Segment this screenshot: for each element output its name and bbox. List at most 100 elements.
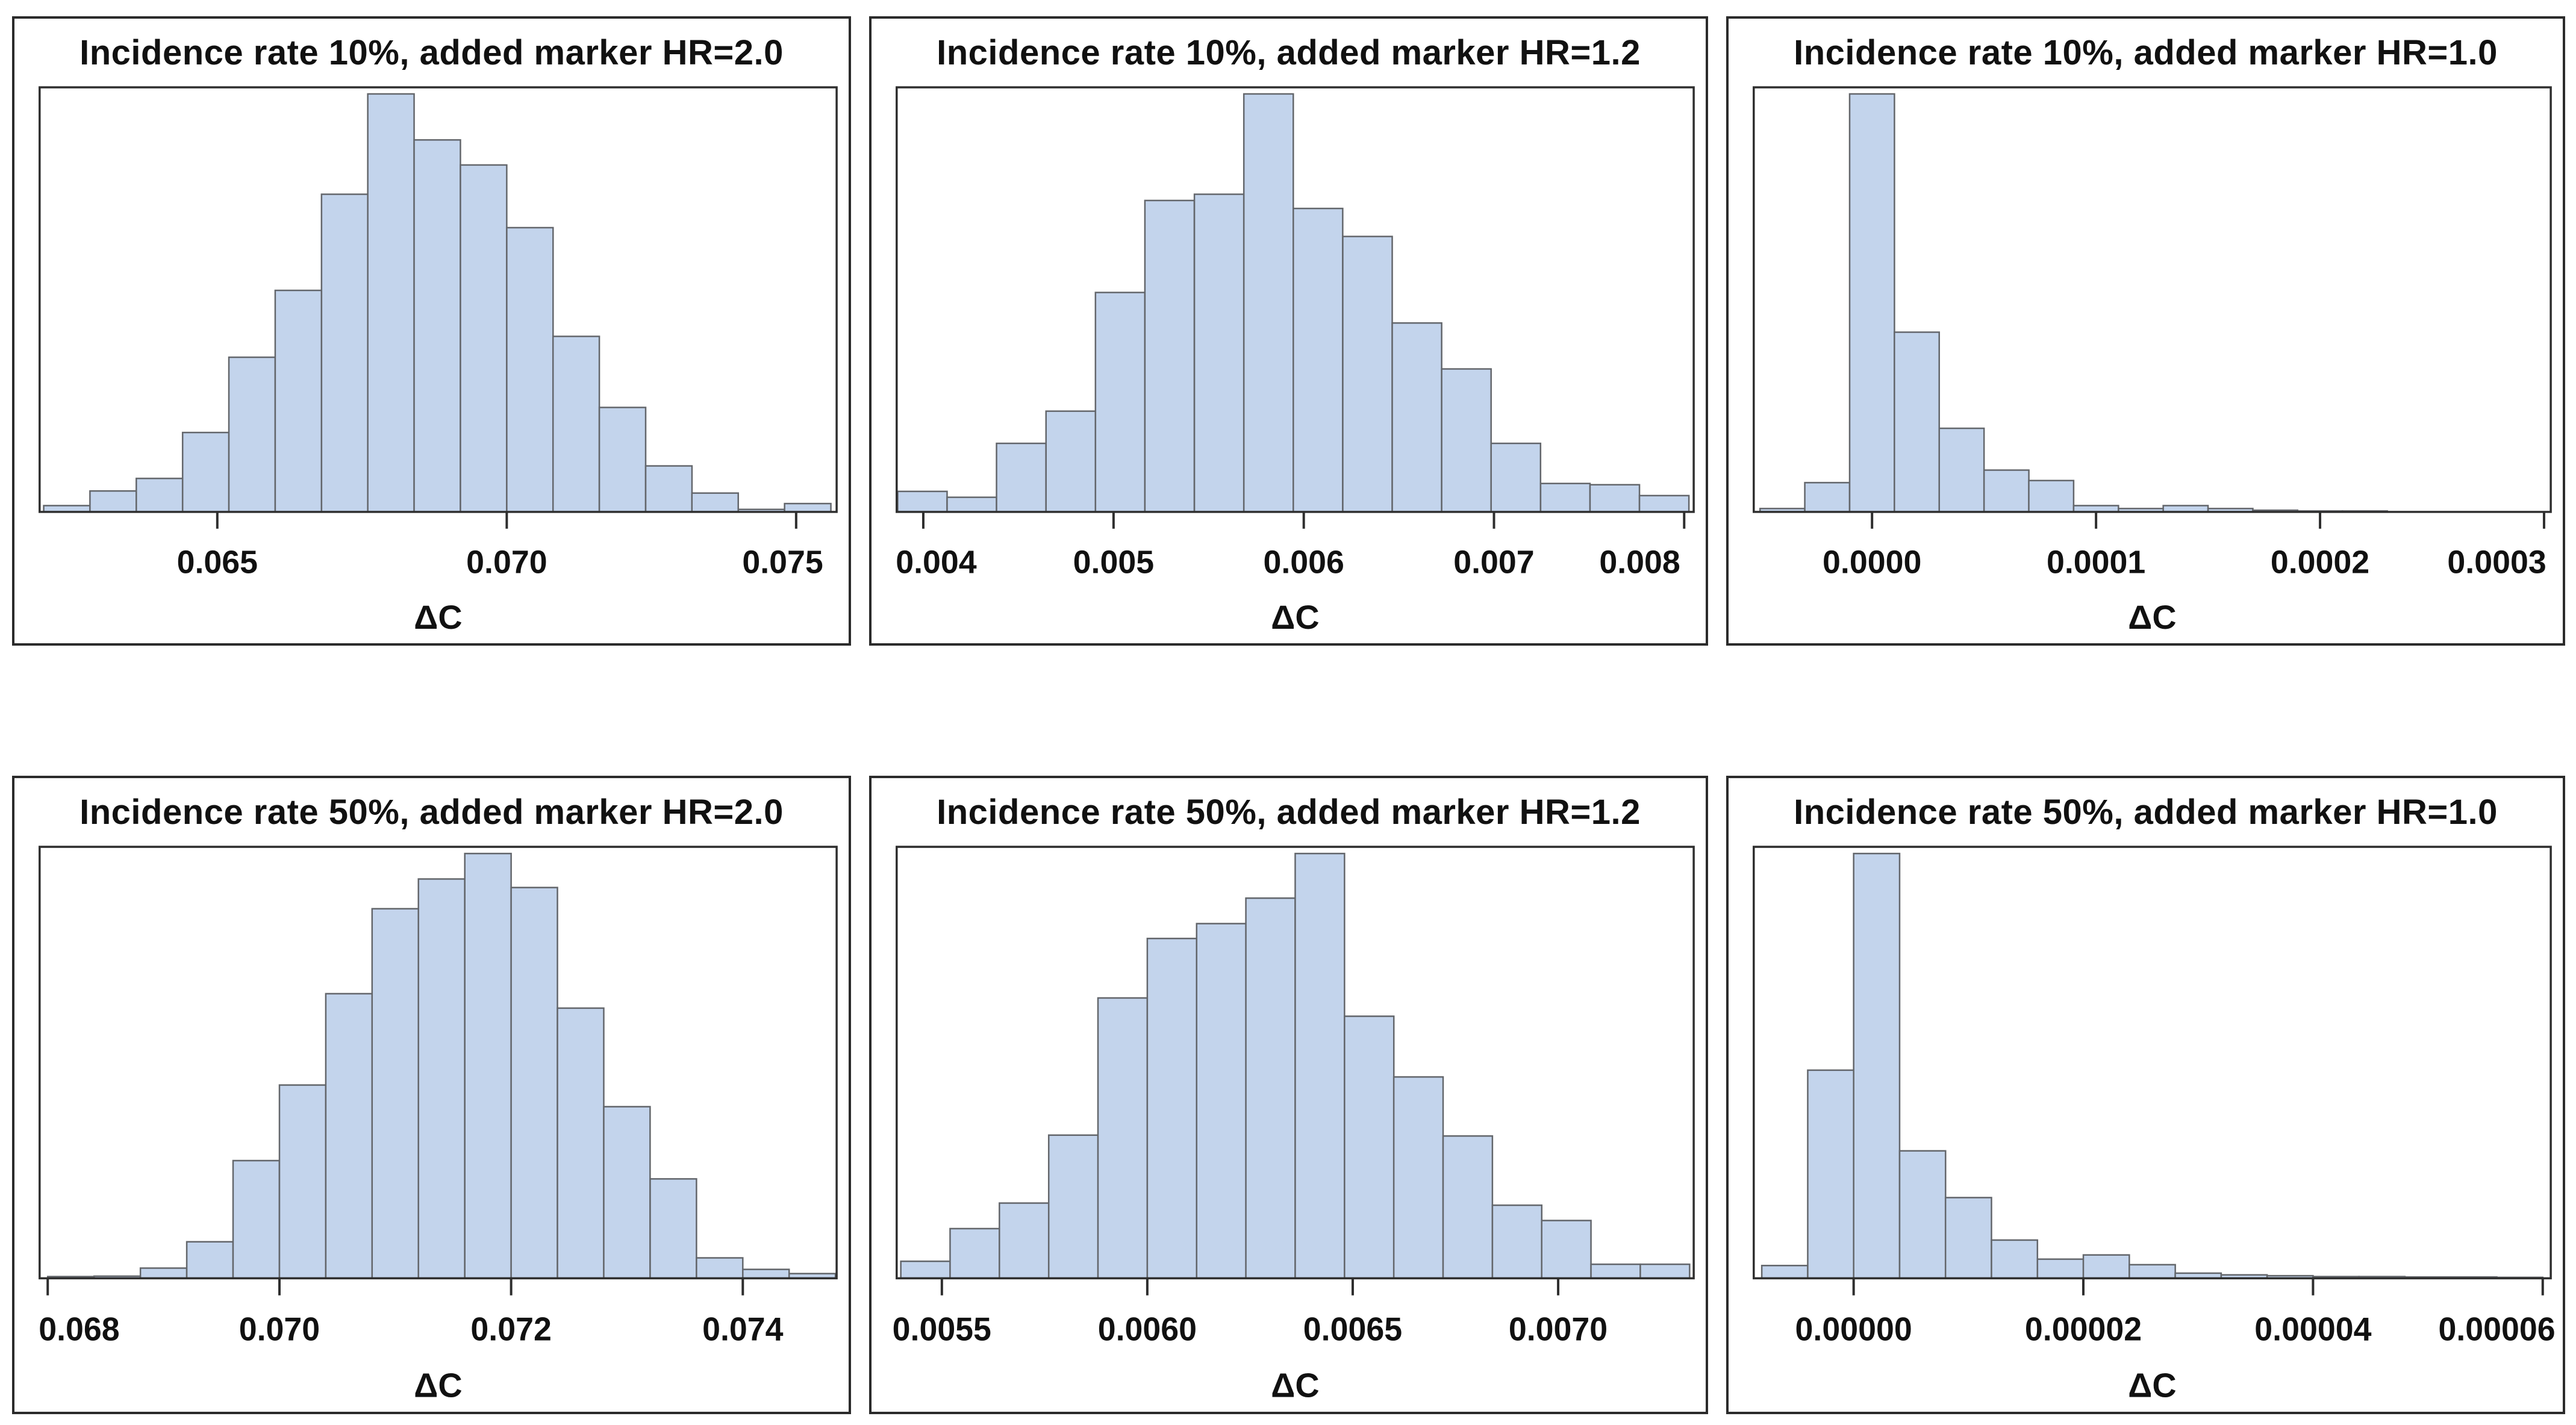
histogram-bar [1807, 1069, 1854, 1279]
histogram-bar [1848, 93, 1895, 513]
x-tick-label: 0.0060 [1098, 1311, 1197, 1348]
histogram-bar [1047, 1134, 1099, 1279]
histogram-bar [1293, 207, 1344, 513]
histogram-bar [2028, 479, 2075, 513]
histogram-bar [371, 908, 419, 1279]
panel-title: Incidence rate 50%, added marker HR=1.0 [1794, 792, 2498, 832]
histogram-bar [649, 1178, 697, 1279]
histogram-bar [999, 1202, 1050, 1279]
x-tick-label: 0.075 [742, 544, 823, 580]
histogram-bar [1094, 292, 1146, 513]
histogram-bar [506, 226, 554, 513]
histogram-bar [413, 139, 461, 513]
histogram-bar [603, 1106, 651, 1279]
histogram-bar [1590, 1263, 1641, 1279]
panel-title: Incidence rate 50%, added marker HR=2.0 [80, 792, 784, 832]
histogram-plot: 0.068 0.070 0.072 0.074 ΔC [39, 846, 838, 1405]
x-tick-label: 0.070 [466, 544, 547, 580]
x-tick-label: 0.0002 [2271, 544, 2369, 580]
plot-frame [1753, 846, 2552, 1280]
histogram-bar [1146, 937, 1198, 1279]
x-tick-label: 0.065 [177, 544, 258, 580]
histogram-bar [1490, 442, 1542, 513]
panel-title: Incidence rate 10%, added marker HR=1.2 [937, 33, 1641, 72]
histogram-bar [996, 442, 1047, 513]
x-axis-label: ΔC [414, 1366, 462, 1405]
histogram-bar [1392, 1076, 1444, 1279]
x-tick-label: 0.00006 [2438, 1311, 2555, 1348]
x-axis-label: ΔC [414, 599, 462, 636]
histogram-bar [691, 492, 739, 513]
panel-incidence50-hr12: Incidence rate 50%, added marker HR=1.2 … [869, 776, 1708, 1414]
plot-frame [39, 846, 838, 1280]
x-tick-label: 0.005 [1073, 544, 1154, 580]
histogram-bar [1245, 897, 1296, 1279]
histogram-plot: 0.0000 0.0001 0.0002 0.0003 ΔC [1753, 86, 2552, 636]
histogram-bar [2036, 1258, 2085, 1279]
x-tick-label: 0.008 [1599, 544, 1680, 580]
histogram-bar [1589, 484, 1641, 513]
histogram-bar [1097, 997, 1149, 1279]
histogram-bar [1539, 482, 1591, 513]
plot-frame [896, 846, 1695, 1280]
histogram-bar [139, 1267, 188, 1279]
histogram-bar [598, 407, 647, 513]
histogram-bar [696, 1257, 744, 1279]
histogram-bar [1983, 469, 2030, 513]
x-tick-label: 0.0003 [2447, 544, 2546, 580]
x-tick-label: 0.007 [1453, 544, 1534, 580]
histogram-bar [1804, 482, 1851, 513]
histogram-bar [1894, 331, 1940, 513]
histogram-bar [278, 1084, 327, 1279]
histogram-bar [946, 496, 997, 513]
histogram-bar [1294, 852, 1346, 1279]
histogram-bar [1491, 1204, 1543, 1279]
histogram-bar [1760, 1264, 1809, 1279]
histogram-bar [900, 1260, 951, 1279]
x-tick-label: 0.0001 [2047, 544, 2145, 580]
histogram-bar [89, 490, 137, 513]
x-axis-label: ΔC [1271, 599, 1319, 636]
panel-incidence50-hr10: Incidence rate 50%, added marker HR=1.0 … [1726, 776, 2565, 1414]
histogram-bar [949, 1227, 1000, 1279]
histogram-bar [417, 878, 466, 1279]
panel-title: Incidence rate 10%, added marker HR=1.0 [1794, 33, 2498, 72]
x-tick-label: 0.074 [702, 1311, 783, 1348]
panel-incidence10-hr12: Incidence rate 10%, added marker HR=1.2 … [869, 16, 1708, 646]
histogram-bar [232, 1159, 281, 1279]
panel-incidence50-hr20: Incidence rate 50%, added marker HR=2.0 … [12, 776, 851, 1414]
panel-incidence10-hr20: Incidence rate 10%, added marker HR=2.0 … [12, 16, 851, 646]
histogram-bar [1045, 410, 1097, 513]
histogram-bar [2128, 1264, 2176, 1279]
histogram-bar [644, 465, 693, 513]
histogram-bar [1541, 1220, 1592, 1279]
histogram-bar [2082, 1254, 2130, 1279]
histogram-bar [1898, 1150, 1947, 1279]
x-tick-label: 0.072 [470, 1311, 551, 1348]
x-tick-label: 0.0065 [1303, 1311, 1402, 1348]
histogram-bar [186, 1241, 234, 1279]
plot-frame [39, 86, 838, 513]
x-axis-label: ΔC [2128, 1366, 2176, 1405]
x-tick-label: 0.068 [39, 1311, 119, 1348]
histogram-bar [1639, 1263, 1691, 1279]
histogram-bar [1391, 322, 1442, 513]
x-tick-label: 0.00002 [2025, 1311, 2142, 1348]
histogram-bar [1196, 923, 1247, 1279]
x-axis-label: ΔC [2128, 599, 2176, 636]
histogram-bar [557, 1007, 605, 1279]
panel-title: Incidence rate 10%, added marker HR=2.0 [80, 33, 784, 72]
panel-title: Incidence rate 50%, added marker HR=1.2 [937, 792, 1641, 832]
histogram-bar [1144, 199, 1196, 513]
histogram-bar [325, 993, 373, 1279]
histogram-bar [1638, 494, 1690, 513]
histogram-bar [1344, 1015, 1395, 1279]
x-tick-label: 0.006 [1263, 544, 1344, 580]
x-tick-label: 0.070 [239, 1311, 320, 1348]
histogram-bar [1853, 852, 1901, 1279]
plot-frame [896, 86, 1695, 513]
histogram-bar [1944, 1197, 1992, 1279]
panel-incidence10-hr10: Incidence rate 10%, added marker HR=1.0 … [1726, 16, 2565, 646]
histogram-bar [1243, 93, 1294, 513]
